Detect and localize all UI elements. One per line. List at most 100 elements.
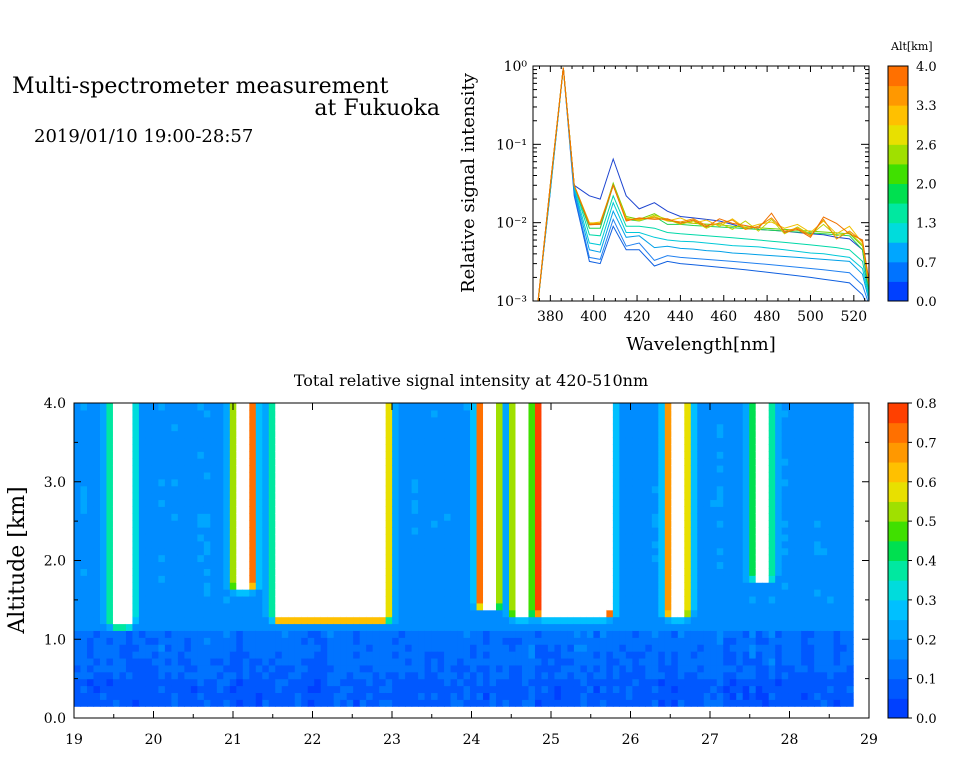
heatmap-cell [450, 568, 458, 576]
heatmap-cell [346, 527, 354, 535]
heatmap-cell [554, 678, 562, 687]
heatmap-cell [93, 575, 101, 583]
heatmap-cell [729, 527, 737, 535]
heatmap-cell [554, 685, 562, 694]
heatmap-cell [74, 471, 82, 480]
heatmap-cell [262, 430, 270, 439]
heatmap-cell [476, 554, 484, 563]
heatmap-cell [119, 657, 127, 666]
heatmap-cell [86, 630, 95, 638]
heatmap-cell [366, 547, 374, 556]
heatmap-cell [158, 657, 166, 666]
heatmap-cell [411, 554, 419, 563]
heatmap-cell [164, 403, 172, 411]
heatmap-cell [392, 471, 400, 480]
heatmap-cell [476, 492, 484, 501]
heatmap-cell [547, 416, 556, 425]
heatmap-cell [736, 671, 744, 680]
heatmap-cell [554, 616, 562, 625]
heatmap-cell [385, 602, 393, 611]
heatmap-cell [418, 506, 426, 514]
heatmap-cell [236, 540, 244, 549]
heatmap-cell [320, 409, 328, 418]
heatmap-cell [320, 520, 328, 528]
heatmap-cell [346, 568, 354, 576]
heatmap-cell [216, 444, 224, 452]
heatmap-cell [372, 623, 380, 631]
heatmap-cell [320, 609, 328, 618]
heatmap-cell [210, 444, 218, 452]
heatmap-cell [723, 478, 731, 487]
heatmap-cell [632, 437, 640, 445]
heatmap-cell [463, 451, 471, 459]
heatmap-cell [210, 506, 218, 514]
heatmap-cell [93, 409, 101, 418]
heatmap-cell [184, 520, 192, 528]
heatmap-cell [184, 651, 192, 659]
heatmap-cell [158, 630, 166, 638]
heatmap-cell [547, 630, 556, 638]
spectrum-series-line [537, 67, 869, 301]
heatmap-cell [151, 492, 159, 501]
heatmap-cell [210, 471, 218, 480]
heatmap-cell [541, 616, 549, 625]
heatmap-cell [379, 616, 387, 625]
heatmap-cell [418, 644, 426, 652]
heatmap-cell [314, 623, 322, 631]
heatmap-cell [418, 671, 426, 680]
heatmap-cell [567, 630, 575, 638]
heatmap-cell [496, 478, 504, 487]
heatmap-cell [658, 471, 666, 480]
heatmap-cell [541, 582, 549, 590]
heatmap-cell [307, 692, 315, 700]
heatmap-cell [184, 478, 192, 487]
heatmap-cell [80, 513, 88, 521]
heatmap-cell [671, 602, 679, 611]
heatmap-cell [106, 685, 114, 694]
heatmap-cell [632, 506, 640, 514]
heatmap-cell [106, 671, 114, 680]
heatmap-cell [411, 451, 419, 459]
heatmap-cell [314, 513, 322, 521]
heatmap-cell [294, 554, 302, 563]
heatmap-cell [586, 568, 594, 576]
heatmap-cell [755, 485, 763, 494]
heatmap-cell [509, 506, 517, 514]
heatmap-cell [190, 416, 198, 425]
heatmap-cell [333, 595, 341, 604]
heatmap-cell [216, 657, 224, 666]
heatmap-cell [275, 595, 283, 604]
colorbar-swatch [888, 222, 908, 243]
heatmap-cell [353, 423, 361, 432]
heatmap-cell [729, 568, 737, 576]
heatmap-cell [710, 637, 718, 645]
heatmap-cell [703, 609, 711, 618]
heatmap-cell [476, 637, 484, 645]
heatmap-cell [515, 458, 523, 466]
heatmap-cell [132, 671, 140, 680]
heatmap-cell [275, 671, 283, 680]
heatmap-cell [119, 671, 127, 680]
heatmap-cell [405, 699, 413, 707]
heatmap-cell [307, 644, 315, 652]
heatmap-cell [645, 657, 653, 666]
heatmap-cell [281, 644, 289, 652]
heatmap-cell [703, 630, 711, 638]
heatmap-cell [560, 533, 569, 542]
heatmap-cell [541, 506, 549, 514]
heatmap-cell [489, 465, 497, 473]
heatmap-cell [768, 423, 776, 432]
heatmap-cell [86, 471, 95, 480]
heatmap-cell [229, 409, 237, 418]
heatmap-cell [236, 582, 244, 590]
heatmap-cell [645, 409, 653, 418]
heatmap-cell [736, 575, 744, 583]
heatmap-cell [418, 437, 426, 445]
heatmap-cell [229, 644, 237, 652]
heatmap-cell [677, 630, 685, 638]
heatmap-cell [203, 506, 211, 514]
heatmap-cell [502, 699, 510, 707]
heatmap-cell [489, 637, 497, 645]
heatmap-cell [320, 692, 328, 700]
heatmap-cell [560, 554, 569, 563]
